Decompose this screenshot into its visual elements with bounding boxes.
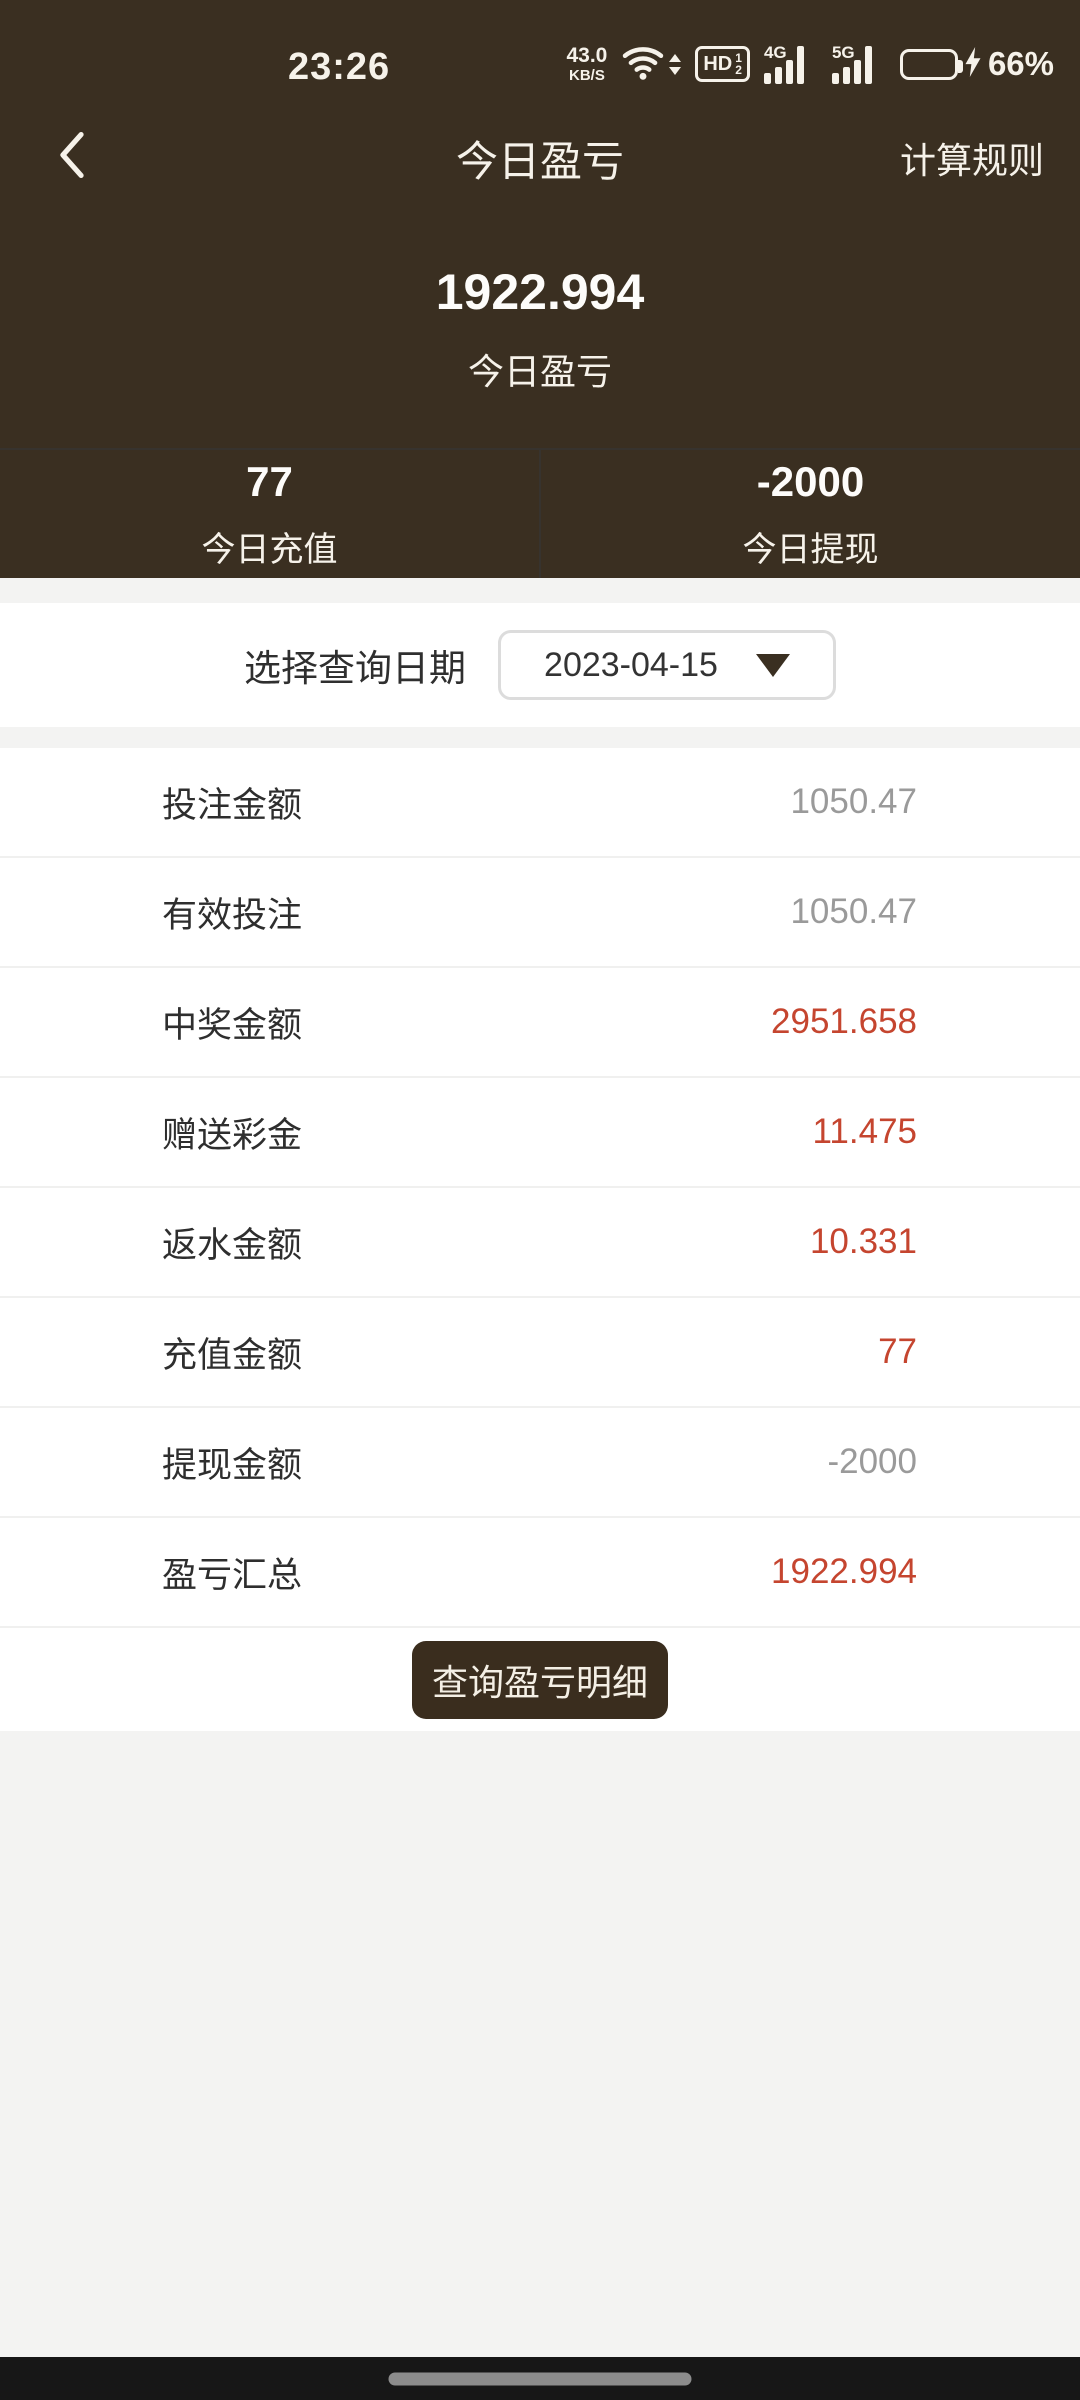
- date-select-value: 2023-04-15: [544, 645, 718, 684]
- calc-rules-link[interactable]: 计算规则: [899, 140, 1044, 181]
- status-bar: 23:26 43.0 KB/S HD 1 2: [0, 0, 1080, 100]
- sim2-signal-icon: 5G: [831, 44, 886, 84]
- wifi-icon: [621, 43, 665, 86]
- data-transfer-arrows-icon: [669, 53, 682, 75]
- page-title: 今日盈亏: [455, 138, 624, 185]
- date-select[interactable]: 2023-04-15: [498, 630, 836, 700]
- section-gap: [0, 578, 1080, 603]
- query-profit-detail-button[interactable]: 查询盈亏明细: [412, 1640, 668, 1719]
- volte-hd-icon: HD 1 2: [695, 46, 750, 82]
- nav-header: 今日盈亏 计算规则: [0, 100, 1080, 210]
- date-picker-label: 选择查询日期: [244, 648, 466, 689]
- table-row: 充值金额 77: [0, 1298, 1080, 1408]
- dropdown-caret-icon: [755, 653, 790, 677]
- status-icons: 43.0 KB/S HD 1 2 4G: [566, 40, 1054, 88]
- today-profit-label: 今日盈亏: [467, 351, 612, 392]
- section-gap: [0, 727, 1080, 748]
- table-row: 投注金额 1050.47: [0, 748, 1080, 858]
- table-row: 中奖金额 2951.658: [0, 968, 1080, 1078]
- profit-detail-list: 投注金额 1050.47 有效投注 1050.47 中奖金额 2951.658 …: [0, 748, 1080, 1628]
- clock: 23:26: [288, 46, 391, 88]
- date-query-section: 选择查询日期 2023-04-15: [0, 603, 1080, 727]
- gesture-bar: [0, 2357, 1080, 2400]
- table-row: 返水金额 10.331: [0, 1188, 1080, 1298]
- today-profit-amount: 1922.994: [435, 264, 645, 320]
- home-indicator[interactable]: [388, 2372, 692, 2385]
- battery-icon: [899, 48, 963, 80]
- charging-bolt-icon: [964, 46, 982, 82]
- table-row: 有效投注 1050.47: [0, 858, 1080, 968]
- battery-percent: 66%: [987, 45, 1054, 82]
- today-deposit-stat: 77 今日充值: [201, 457, 338, 569]
- table-row: 提现金额 -2000: [0, 1408, 1080, 1518]
- today-profit-summary: 1922.994 今日盈亏: [0, 210, 1080, 448]
- table-row: 盈亏汇总 1922.994: [0, 1518, 1080, 1628]
- empty-area: [0, 1731, 1080, 2357]
- today-withdraw-stat: -2000 今日提现: [539, 450, 1080, 578]
- table-row: 赠送彩金 11.475: [0, 1078, 1080, 1188]
- back-button[interactable]: [58, 128, 102, 182]
- chevron-left-icon: [60, 131, 84, 179]
- query-button-bar: 查询盈亏明细: [0, 1628, 1080, 1731]
- deposit-withdraw-stats: 77 今日充值 -2000 今日提现: [0, 448, 1080, 578]
- network-speed: 43.0 KB/S: [566, 44, 608, 84]
- sim1-signal-icon: 4G: [763, 44, 818, 84]
